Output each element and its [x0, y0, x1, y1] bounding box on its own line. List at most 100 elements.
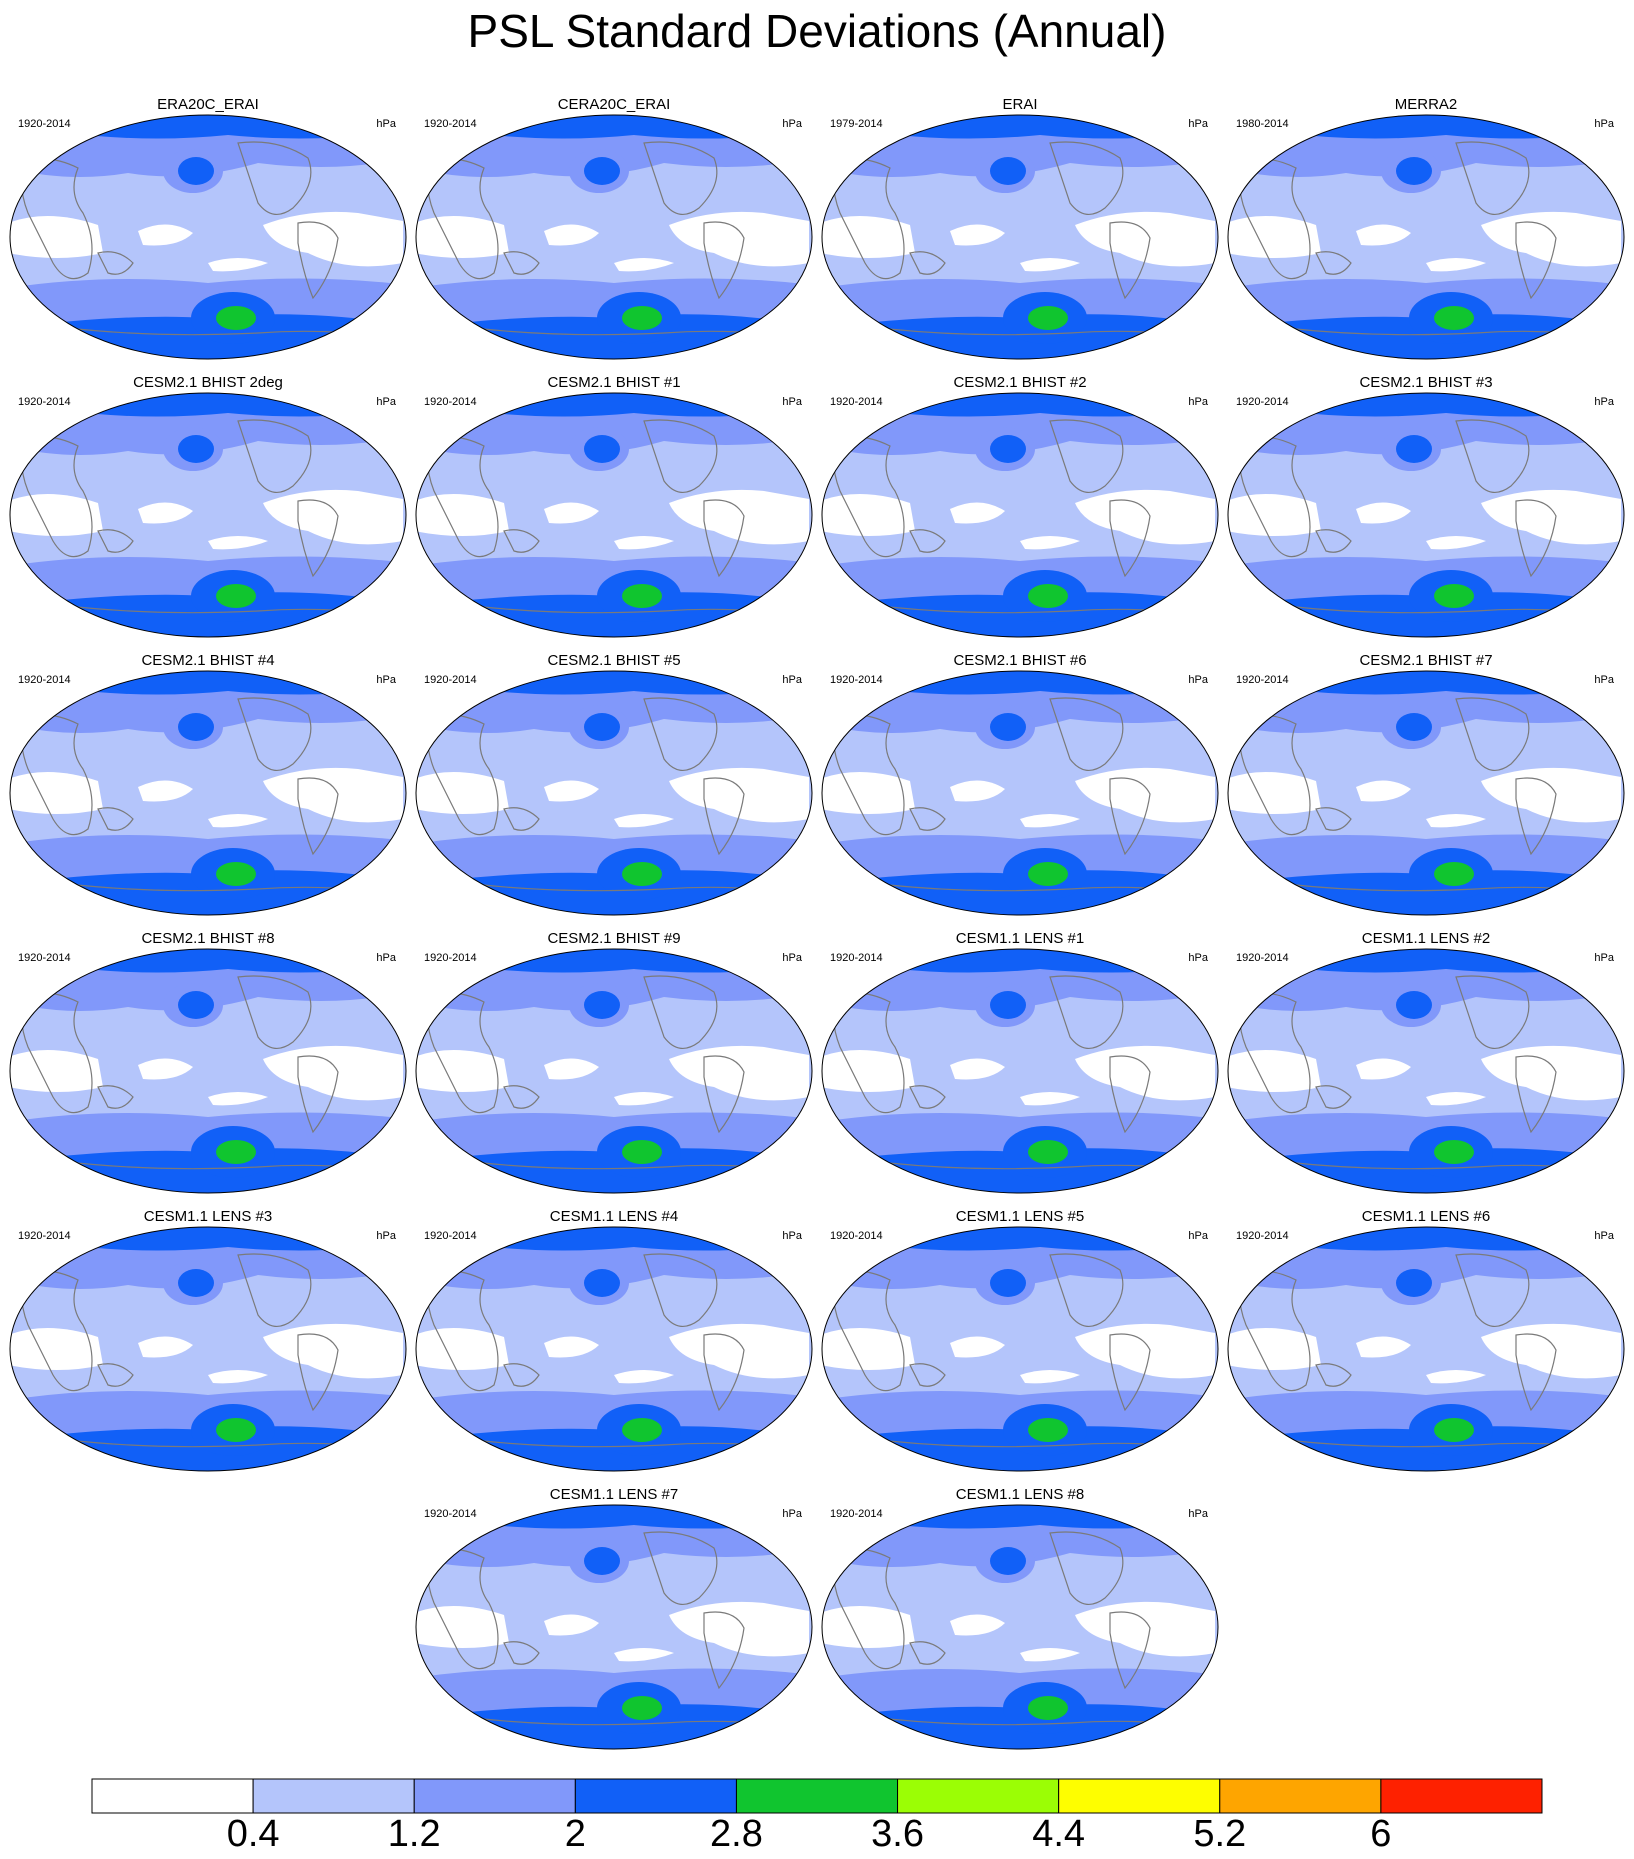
world-map: [415, 1504, 813, 1750]
field-low: [208, 1092, 268, 1106]
coastline: [1315, 529, 1352, 553]
field-low: [950, 1058, 1005, 1080]
field-high: [1396, 713, 1432, 741]
panel-unit: hPa: [1594, 952, 1614, 964]
coastline: [97, 1363, 134, 1387]
coastline: [643, 141, 718, 215]
colorbar-box: [91, 1778, 254, 1814]
world-map: [415, 670, 813, 916]
panel-unit: hPa: [1188, 674, 1208, 686]
panel-period: 1920-2014: [1236, 952, 1289, 964]
panel-period: 1920-2014: [424, 118, 477, 130]
field-high: [990, 1547, 1026, 1575]
panel-unit: hPa: [782, 1230, 802, 1242]
colorbar-tick-label: 1.2: [387, 1813, 441, 1855]
field-high: [68, 1227, 388, 1251]
field-low: [544, 780, 599, 802]
coastline: [1455, 697, 1530, 771]
map-panel: CESM1.1 LENS #4 1920-2014 hPa: [414, 1208, 814, 1473]
colorbar-tick-label: 2.8: [710, 1813, 763, 1855]
panel-unit: hPa: [1594, 674, 1614, 686]
field-high: [178, 991, 214, 1019]
map-panel: CESM1.1 LENS #3 1920-2014 hPa: [8, 1208, 408, 1473]
field-high: [1396, 1269, 1432, 1297]
coastline: [909, 529, 946, 553]
field-high: [474, 949, 794, 973]
map-panel: CESM1.1 LENS #1 1920-2014 hPa: [820, 930, 1220, 1195]
field-peak: [1028, 862, 1068, 886]
field-low: [1356, 780, 1411, 802]
field-peak: [1434, 862, 1474, 886]
field-high: [474, 671, 794, 695]
field-low: [138, 502, 193, 524]
panel-unit: hPa: [782, 118, 802, 130]
field-peak: [216, 306, 256, 330]
field-low: [950, 1336, 1005, 1358]
field-peak: [216, 584, 256, 608]
field-low: [416, 216, 509, 258]
panel-period: 1920-2014: [830, 396, 883, 408]
field-high: [990, 991, 1026, 1019]
field-low: [822, 216, 915, 258]
field-high: [1396, 991, 1432, 1019]
field-low: [950, 502, 1005, 524]
world-map: [821, 948, 1219, 1194]
coastline: [643, 1531, 718, 1605]
world-map: [9, 114, 407, 360]
panel-period: 1979-2014: [830, 118, 883, 130]
map-outline: [415, 670, 813, 916]
panel-period: 1920-2014: [424, 674, 477, 686]
panel-period: 1980-2014: [1236, 118, 1289, 130]
coastline: [426, 1548, 499, 1670]
field-low: [416, 494, 509, 536]
map-outline: [821, 948, 1219, 1194]
panel-title: CESM1.1 LENS #4: [549, 1208, 679, 1225]
map-outline: [1227, 948, 1625, 1194]
field-low: [614, 814, 674, 828]
field-low: [614, 1370, 674, 1384]
field-high: [1396, 435, 1432, 463]
panel-unit: hPa: [1188, 118, 1208, 130]
colorbar-box: [735, 1778, 899, 1814]
field-low: [544, 1336, 599, 1358]
field-low: [416, 1050, 509, 1092]
field-high: [68, 393, 388, 417]
world-map: [1227, 114, 1625, 360]
coastline: [426, 992, 499, 1114]
coastline: [1515, 777, 1557, 856]
panel-period: 1920-2014: [830, 1508, 883, 1520]
field-low: [822, 1328, 915, 1370]
field-low: [138, 780, 193, 802]
colorbar: [91, 1778, 1543, 1814]
coastline: [297, 499, 339, 578]
field-low: [208, 258, 268, 272]
panel-title: CESM1.1 LENS #6: [1361, 1208, 1491, 1225]
field-peak: [216, 1418, 256, 1442]
field-low: [10, 1328, 103, 1370]
colorbar-box: [1380, 1778, 1543, 1814]
field-peak: [1028, 1418, 1068, 1442]
field-high: [584, 157, 620, 185]
panel-unit: hPa: [1594, 396, 1614, 408]
coastline: [426, 1270, 499, 1392]
field-low: [138, 1058, 193, 1080]
field-low: [1228, 772, 1321, 814]
world-map: [415, 948, 813, 1194]
panel-title: CESM1.1 LENS #3: [143, 1208, 273, 1225]
panel-title: CESM2.1 BHIST #6: [953, 652, 1087, 669]
map-panel: CESM2.1 BHIST #2 1920-2014 hPa: [820, 374, 1220, 639]
colorbar-tick-label: 3.6: [871, 1813, 924, 1855]
panel-unit: hPa: [1594, 1230, 1614, 1242]
map-panel: ERA20C_ERAI 1920-2014 hPa: [8, 96, 408, 361]
field-high: [990, 435, 1026, 463]
coastline: [1455, 419, 1530, 493]
coastline: [297, 777, 339, 856]
coastline: [703, 777, 745, 856]
coastline: [832, 992, 905, 1114]
field-low: [416, 772, 509, 814]
world-map: [821, 1504, 1219, 1750]
field-high: [880, 1505, 1200, 1529]
field-high: [474, 1505, 794, 1529]
coastline: [1315, 251, 1352, 275]
map-panel: CESM1.1 LENS #6 1920-2014 hPa: [1226, 1208, 1626, 1473]
